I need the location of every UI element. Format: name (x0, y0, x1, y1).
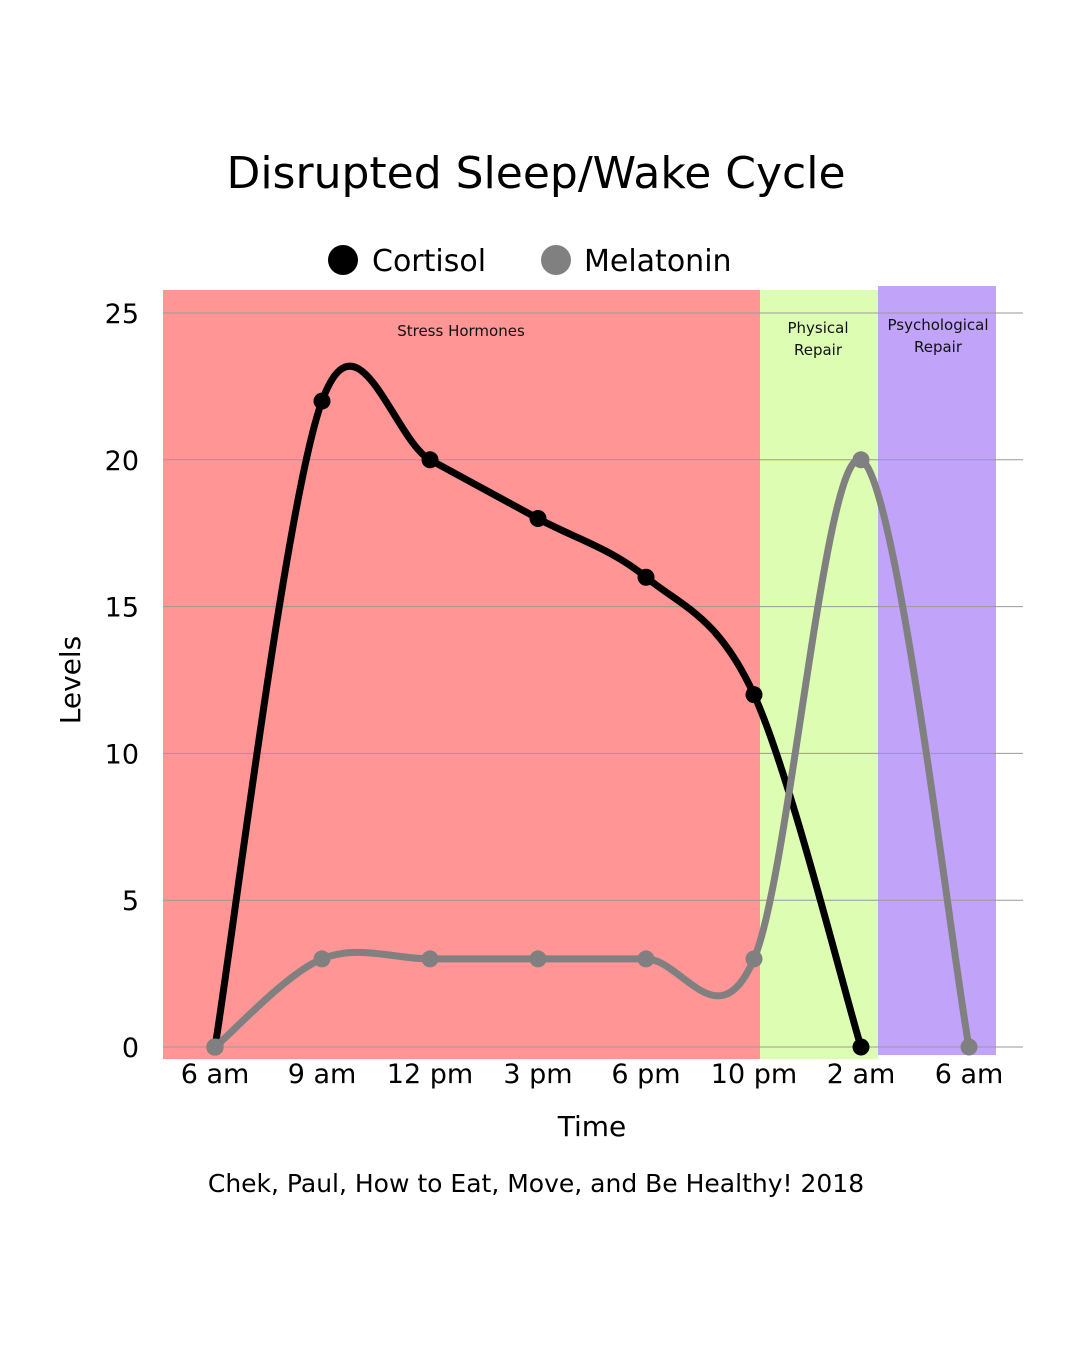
band-stress-hormones-label: Stress Hormones (397, 322, 525, 340)
melatonin-point (960, 1038, 978, 1056)
melatonin-point (637, 950, 655, 968)
y-tick-label: 0 (122, 1033, 139, 1064)
y-tick-label: 20 (105, 446, 139, 477)
melatonin-point (529, 950, 547, 968)
melatonin-point (745, 950, 763, 968)
x-tick-label: 9 am (288, 1059, 357, 1090)
x-tick-label: 3 pm (503, 1059, 572, 1090)
x-tick-label: 2 am (827, 1059, 896, 1090)
band-physical-repair-label: Physical Repair (787, 319, 848, 359)
y-tick-label: 25 (105, 299, 139, 330)
cortisol-point (852, 1038, 870, 1056)
cortisol-line (211, 362, 865, 1051)
x-axis-title: Time (557, 1110, 627, 1143)
cortisol-point (637, 568, 655, 586)
series-points (206, 392, 978, 1056)
band-labels: Stress Hormones Physical Repair Psychologic… (397, 316, 988, 359)
source-caption: Chek, Paul, How to Eat, Move, and Be Hea… (208, 1169, 864, 1198)
legend-label-cortisol: Cortisol (372, 244, 486, 279)
legend-marker-cortisol (328, 245, 358, 275)
melatonin-point (313, 950, 331, 968)
cortisol-point (745, 686, 763, 704)
y-tick-label: 15 (105, 593, 139, 624)
x-tick-label: 6 am (181, 1059, 250, 1090)
legend: Cortisol Melatonin (328, 244, 732, 279)
x-tick-label: 10 pm (711, 1059, 797, 1090)
chart-title: Disrupted Sleep/Wake Cycle (226, 148, 845, 199)
x-tick-label: 6 am (935, 1059, 1004, 1090)
band-stress-hormones (163, 290, 760, 1059)
y-axis-ticks: 0 5 10 15 20 25 (105, 299, 139, 1064)
y-tick-label: 10 (105, 739, 139, 770)
y-axis-title: Levels (54, 636, 87, 725)
x-axis-ticks: 6 am 9 am 12 pm 3 pm 6 pm 10 pm 2 am 6 am (181, 1059, 1004, 1090)
band-psychological-repair-label: Psychological Repair (887, 316, 988, 356)
band-psychological-repair (878, 286, 996, 1055)
melatonin-line (211, 456, 973, 1051)
melatonin-point (852, 451, 870, 469)
melatonin-point (421, 950, 439, 968)
x-tick-label: 12 pm (387, 1059, 473, 1090)
series-lines (211, 362, 973, 1051)
legend-marker-melatonin (541, 245, 571, 275)
cortisol-point (529, 510, 547, 528)
legend-label-melatonin: Melatonin (584, 244, 732, 279)
y-tick-label: 5 (122, 886, 139, 917)
melatonin-point (206, 1038, 224, 1056)
cortisol-point (421, 451, 439, 469)
band-physical-repair (760, 290, 878, 1059)
background-bands (163, 286, 996, 1059)
x-tick-label: 6 pm (611, 1059, 680, 1090)
cortisol-point (313, 392, 331, 410)
